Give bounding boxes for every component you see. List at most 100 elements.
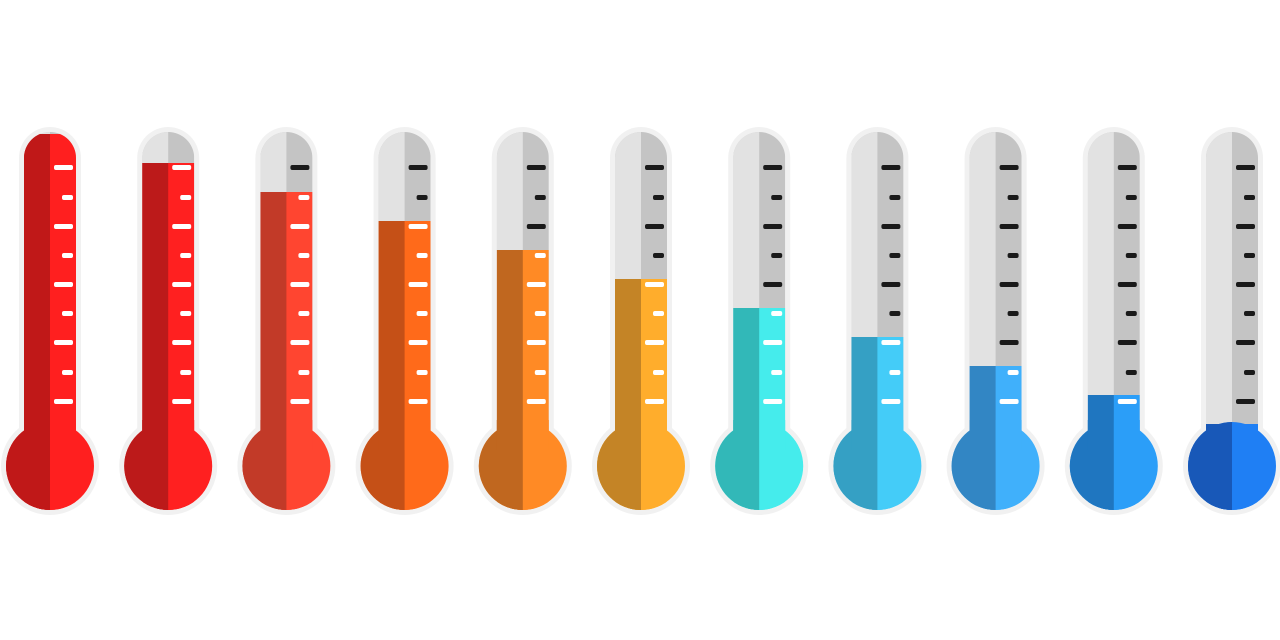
- thermometer-9: [946, 127, 1045, 515]
- scale-tick: [999, 282, 1019, 287]
- scale-tick: [999, 224, 1019, 229]
- scale-tick: [534, 253, 546, 258]
- scale-tick: [408, 399, 428, 404]
- scale-tick: [54, 340, 73, 345]
- scale-tick: [54, 165, 73, 170]
- scale-tick: [653, 253, 664, 258]
- scale-tick: [763, 399, 783, 404]
- scale-tick: [1236, 224, 1255, 229]
- scale-tick: [416, 195, 428, 200]
- scale-tick: [881, 224, 901, 229]
- scale-tick: [290, 399, 310, 404]
- scale-tick: [1236, 399, 1255, 404]
- scale-tick: [645, 224, 664, 229]
- scale-tick: [999, 399, 1019, 404]
- thermometer-5: [473, 127, 572, 515]
- thermometer-1: [1, 127, 99, 515]
- scale-tick: [172, 224, 192, 229]
- scale-tick: [1236, 340, 1255, 345]
- scale-tick: [62, 311, 73, 316]
- scale-tick: [526, 340, 546, 345]
- scale-tick: [1117, 340, 1137, 345]
- scale-tick: [1117, 224, 1137, 229]
- scale-tick: [1244, 311, 1255, 316]
- scale-tick: [526, 224, 546, 229]
- scale-tick: [298, 195, 310, 200]
- scale-tick: [1007, 370, 1019, 375]
- scale-tick: [889, 195, 901, 200]
- thermometer-6: [592, 127, 690, 515]
- scale-tick: [1117, 165, 1137, 170]
- scale-tick: [889, 311, 901, 316]
- scale-tick: [416, 370, 428, 375]
- scale-tick: [889, 253, 901, 258]
- scale-tick: [1125, 311, 1137, 316]
- scale-tick: [408, 282, 428, 287]
- scale-tick: [298, 253, 310, 258]
- scale-tick: [172, 165, 192, 170]
- scale-tick: [1007, 195, 1019, 200]
- thermometer-7: [710, 127, 809, 515]
- scale-tick: [408, 165, 428, 170]
- scale-tick: [416, 253, 428, 258]
- scale-tick: [290, 340, 310, 345]
- scale-tick: [54, 399, 73, 404]
- scale-tick: [763, 165, 783, 170]
- scale-tick: [408, 224, 428, 229]
- scale-tick: [999, 165, 1019, 170]
- tube-highlight: [733, 132, 760, 308]
- scale-tick: [771, 253, 783, 258]
- scale-tick: [653, 370, 664, 375]
- scale-tick: [771, 195, 783, 200]
- scale-tick: [881, 165, 901, 170]
- tube-highlight: [851, 132, 878, 337]
- tube-highlight: [378, 132, 405, 221]
- scale-tick: [172, 282, 192, 287]
- scale-tick: [881, 340, 901, 345]
- scale-tick: [526, 399, 546, 404]
- scale-tick: [298, 370, 310, 375]
- scale-tick: [1125, 195, 1137, 200]
- scale-tick: [763, 224, 783, 229]
- scale-tick: [771, 311, 783, 316]
- scale-tick: [1117, 399, 1137, 404]
- scale-tick: [1007, 253, 1019, 258]
- thermometer-11: [1183, 127, 1280, 515]
- scale-tick: [534, 370, 546, 375]
- scale-tick: [180, 370, 192, 375]
- thermometer-2: [119, 127, 218, 515]
- scale-tick: [889, 370, 901, 375]
- scale-tick: [881, 282, 901, 287]
- scale-tick: [1125, 370, 1137, 375]
- scale-tick: [290, 165, 310, 170]
- tube-highlight: [1206, 132, 1232, 424]
- thermometer-4: [355, 127, 454, 515]
- scale-tick: [763, 340, 783, 345]
- scale-tick: [54, 224, 73, 229]
- scale-tick: [645, 282, 664, 287]
- scale-tick: [1236, 282, 1255, 287]
- scale-tick: [1125, 253, 1137, 258]
- thermometer-10: [1064, 127, 1163, 515]
- scale-tick: [526, 282, 546, 287]
- scale-tick: [999, 340, 1019, 345]
- tube-highlight: [615, 132, 641, 279]
- scale-tick: [645, 340, 664, 345]
- scale-tick: [534, 195, 546, 200]
- scale-tick: [1244, 195, 1255, 200]
- tube-highlight: [1087, 132, 1114, 395]
- thermometer-3: [237, 127, 336, 515]
- scale-tick: [62, 253, 73, 258]
- scale-tick: [534, 311, 546, 316]
- thermometer-8: [828, 127, 927, 515]
- scale-tick: [1117, 282, 1137, 287]
- scale-tick: [1236, 165, 1255, 170]
- scale-tick: [298, 311, 310, 316]
- scale-tick: [290, 282, 310, 287]
- scale-tick: [172, 399, 192, 404]
- scale-tick: [1244, 370, 1255, 375]
- scale-tick: [645, 399, 664, 404]
- scale-tick: [62, 195, 73, 200]
